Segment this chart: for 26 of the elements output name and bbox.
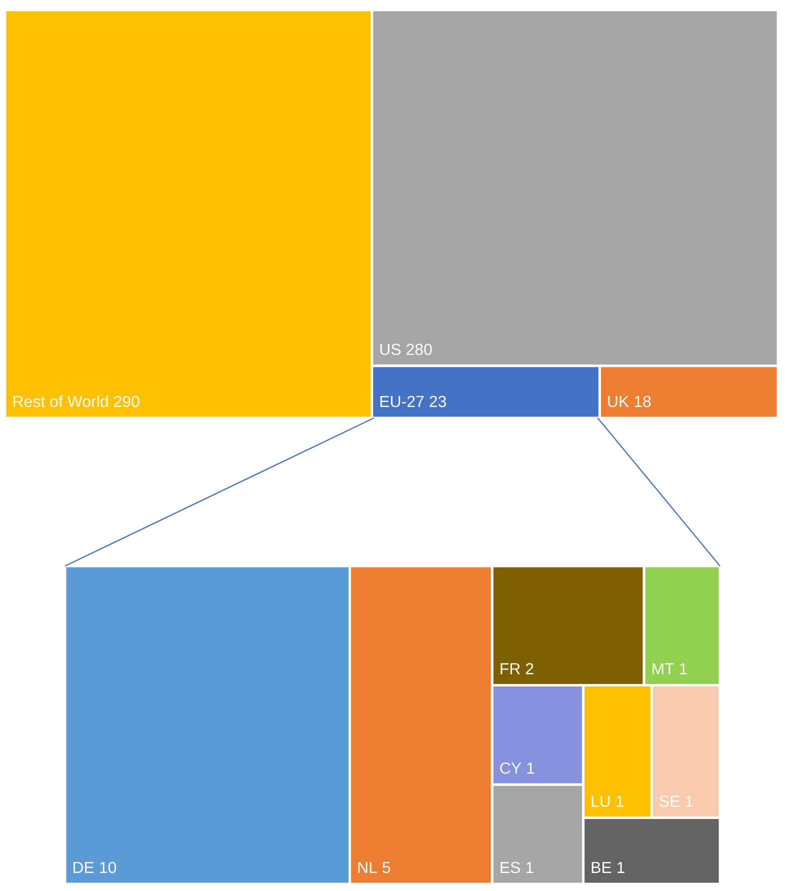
data-label: 2	[526, 663, 534, 674]
data-label: 1	[618, 862, 624, 873]
category-label: UK	[608, 396, 629, 408]
data-label: 1	[686, 796, 693, 807]
data-label: 23	[430, 396, 446, 408]
data-label: 1	[526, 862, 534, 873]
data-label: 290	[114, 396, 140, 408]
data-label: 5	[382, 862, 390, 874]
data-label: 1	[616, 796, 624, 807]
category-label: SE	[660, 796, 680, 807]
data-label: 18	[634, 396, 651, 408]
data-label: 280	[406, 344, 432, 356]
data-label: 10	[100, 862, 116, 874]
category-label: MT	[652, 663, 674, 674]
category-label: US	[380, 344, 401, 356]
category-label: Rest of World	[14, 395, 108, 408]
data-label: 1	[527, 762, 534, 774]
category-label: FR	[500, 663, 520, 674]
category-label: ES	[500, 862, 520, 874]
category-label: DE	[74, 862, 94, 873]
category-label: CY	[500, 762, 522, 774]
category-label: LU	[592, 796, 610, 807]
category-label: NL	[358, 862, 377, 873]
category-label: EU-27	[380, 396, 424, 408]
category-label: BE	[592, 862, 612, 873]
data-label: 1	[680, 663, 687, 674]
